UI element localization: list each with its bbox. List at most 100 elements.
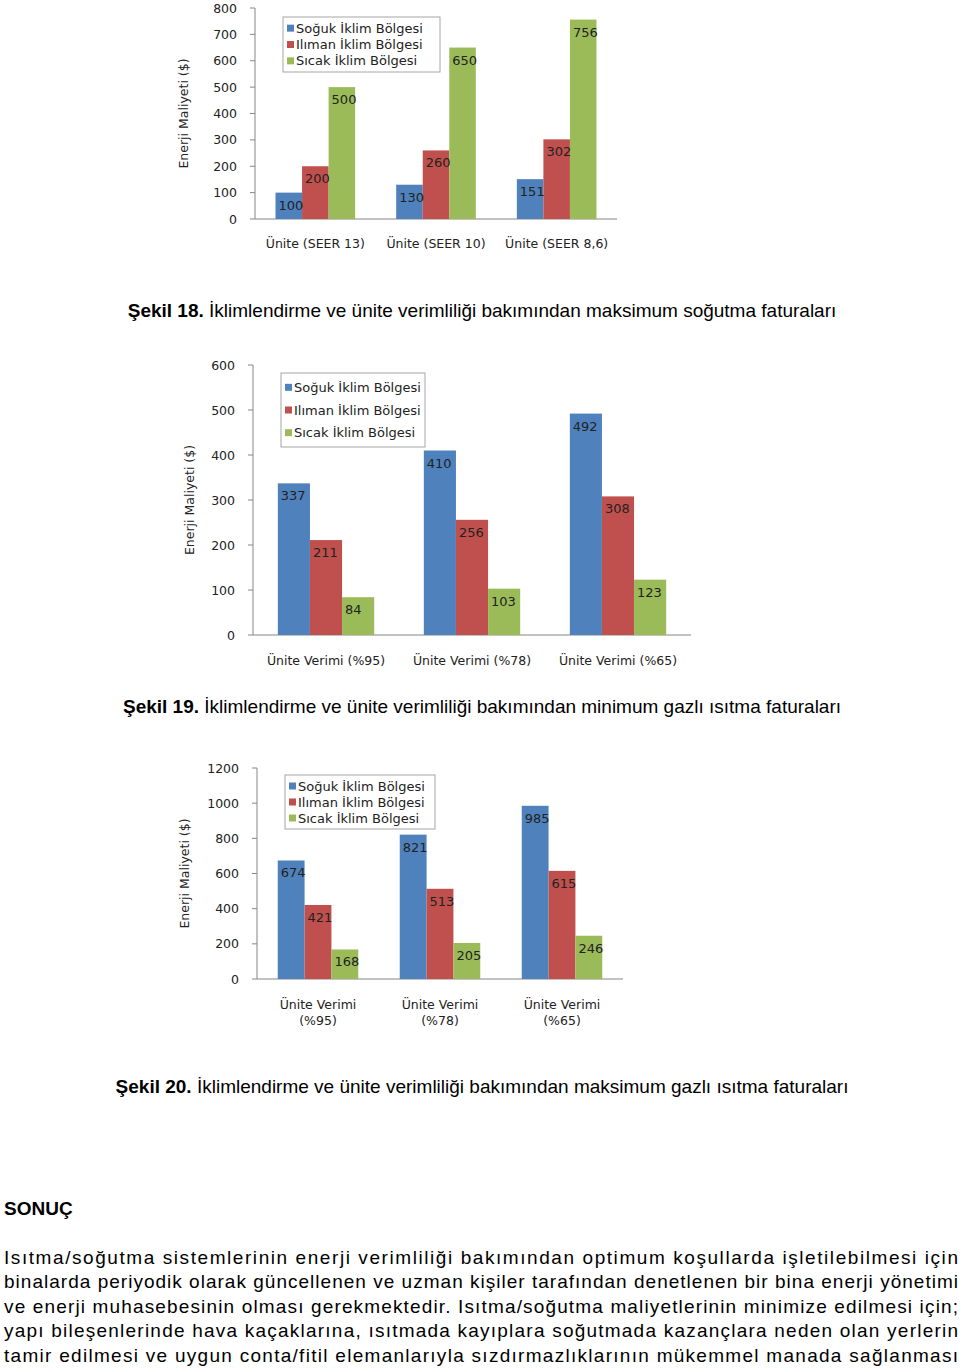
x-tick-label-line: Ünite Verimi (%65) xyxy=(559,652,677,668)
data-label: 123 xyxy=(637,585,662,600)
legend-swatch xyxy=(287,41,294,48)
data-label: 410 xyxy=(427,456,452,471)
y-tick-label: 0 xyxy=(227,628,235,643)
y-tick-label: 100 xyxy=(211,583,235,598)
bar xyxy=(427,889,454,979)
y-tick-label: 500 xyxy=(213,80,237,95)
legend-swatch xyxy=(289,783,296,790)
data-label: 211 xyxy=(313,545,338,560)
y-tick xyxy=(252,838,257,839)
x-tick-label-line: Ünite (SEER 13) xyxy=(266,235,365,251)
data-label: 246 xyxy=(578,941,603,956)
chart: 020040060080010001200Enerji Maliyeti ($)… xyxy=(177,761,623,1029)
bar xyxy=(278,483,310,635)
x-tick-label: Ünite Verimi(%95) xyxy=(280,996,357,1028)
data-labels: 674421168821513205985615246 xyxy=(281,811,604,970)
y-tick-label: 300 xyxy=(211,493,235,508)
bar xyxy=(342,597,374,635)
y-tick xyxy=(250,113,255,114)
data-label: 84 xyxy=(345,602,362,617)
data-label: 151 xyxy=(520,184,545,199)
y-tick xyxy=(250,8,255,9)
bar xyxy=(453,943,480,979)
data-label: 103 xyxy=(491,594,516,609)
legend-label: Sıcak İklim Bölgesi xyxy=(298,811,419,826)
y-tick xyxy=(250,60,255,61)
legend-swatch xyxy=(289,815,296,822)
data-label: 168 xyxy=(334,954,359,969)
y-tick xyxy=(248,455,253,456)
data-label: 756 xyxy=(573,25,598,40)
data-label: 256 xyxy=(459,525,484,540)
x-tick-label: Ünite Verimi(%78) xyxy=(402,996,479,1028)
caption: Şekil 20. İklimlendirme ve ünite verimli… xyxy=(116,1076,849,1097)
y-tick xyxy=(250,34,255,35)
x-tick-label: Ünite Verimi(%65) xyxy=(524,996,601,1028)
y-tick-label: 600 xyxy=(213,53,237,68)
data-label: 130 xyxy=(399,190,424,205)
bar xyxy=(310,540,342,635)
x-tick-label-line: Ünite Verimi xyxy=(402,996,479,1012)
y-tick-label: 400 xyxy=(213,106,237,121)
bar xyxy=(575,936,602,979)
legend-box xyxy=(283,17,440,72)
data-label: 200 xyxy=(305,171,330,186)
caption-label: Şekil 19. xyxy=(123,696,199,717)
x-tick-label-line: (%78) xyxy=(421,1013,459,1028)
y-tick xyxy=(252,873,257,874)
y-tick xyxy=(252,803,257,804)
legend: Soğuk İklim BölgesiIlıman İklim BölgesiS… xyxy=(285,775,435,829)
y-tick xyxy=(248,590,253,591)
bar xyxy=(449,48,476,219)
x-tick-label: Ünite Verimi (%95) xyxy=(267,652,385,668)
x-tick-label: Ünite (SEER 10) xyxy=(386,235,485,251)
legend-label: Sıcak İklim Bölgesi xyxy=(296,53,417,68)
legend: Soğuk İklim Bölgesi Ilıman İklim Bölgesi S… xyxy=(281,373,425,447)
legend-label: Ilıman İklim Bölgesi xyxy=(294,403,421,418)
heading: SONUÇ xyxy=(4,1198,73,1219)
y-tick-label: 0 xyxy=(229,212,237,227)
y-tick xyxy=(252,908,257,909)
bar xyxy=(522,806,549,979)
data-label: 650 xyxy=(452,53,477,68)
paragraph-line: tamir edilmesi ve uygun conta/fitil elem… xyxy=(4,1345,958,1366)
bar xyxy=(570,414,602,635)
legend-swatch xyxy=(289,799,296,806)
legend-swatch xyxy=(287,57,294,64)
x-tick-label-line: Ünite (SEER 8,6) xyxy=(505,235,608,251)
caption-text: İklimlendirme ve ünite verimliliği bakım… xyxy=(209,300,836,321)
y-tick-label: 800 xyxy=(213,1,237,16)
bar xyxy=(570,20,597,219)
y-tick-label: 0 xyxy=(231,972,239,987)
y-tick-label: 600 xyxy=(211,358,235,373)
bar xyxy=(400,835,427,979)
x-tick-label-line: (%95) xyxy=(299,1013,337,1028)
data-label: 674 xyxy=(281,865,306,880)
x-tick-label-line: Ünite Verimi (%95) xyxy=(267,652,385,668)
y-tick xyxy=(248,365,253,366)
y-axis-label: Enerji Maliyeti ($) xyxy=(176,58,191,168)
caption: Şekil 19. İklimlendirme ve ünite verimli… xyxy=(123,696,841,717)
y-tick xyxy=(250,139,255,140)
legend-label: Sıcak İklim Bölgesi xyxy=(294,425,415,440)
caption: Şekil 18. İklimlendirme ve ünite verimli… xyxy=(128,300,837,321)
caption-text: İklimlendirme ve ünite verimliliği bakım… xyxy=(197,1076,849,1097)
legend-label: Soğuk İklim Bölgesi xyxy=(294,380,421,395)
x-tick-label: Ünite Verimi (%78) xyxy=(413,652,531,668)
data-label: 260 xyxy=(426,155,451,170)
data-labels: 33721184410256103492308123 xyxy=(281,419,662,618)
paragraph-line: yapı bileşenlerinde hava kaçaklarına, ıs… xyxy=(4,1320,958,1341)
y-tick xyxy=(250,192,255,193)
legend-swatch xyxy=(285,407,292,414)
page: 0100200300400500600700800Enerji Maliyeti… xyxy=(0,0,960,1369)
data-label: 821 xyxy=(403,840,428,855)
data-label: 337 xyxy=(281,488,306,503)
data-label: 513 xyxy=(430,894,455,909)
bar xyxy=(424,451,456,636)
x-tick-label: Ünite Verimi (%65) xyxy=(559,652,677,668)
legend-swatch xyxy=(287,25,294,32)
bar xyxy=(305,905,332,979)
y-axis-label: Enerji Maliyeti ($) xyxy=(182,445,197,555)
data-label: 308 xyxy=(605,501,630,516)
bar xyxy=(602,496,634,635)
